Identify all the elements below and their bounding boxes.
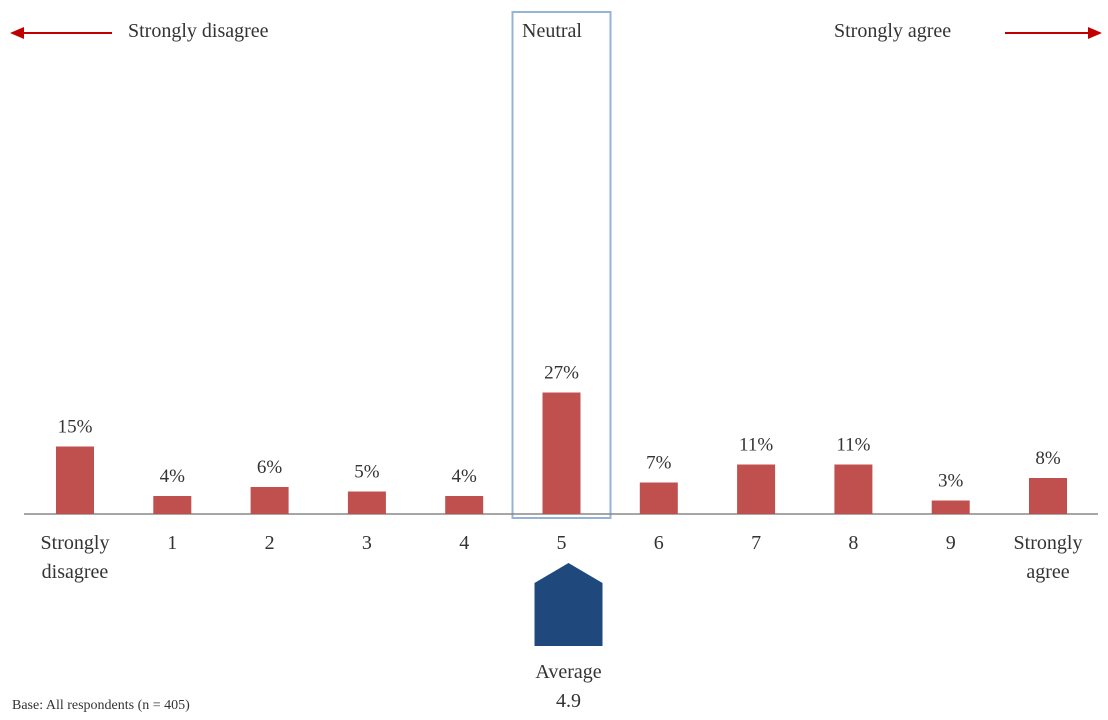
header-center-label: Neutral <box>522 20 582 42</box>
data-label-9: 3% <box>938 471 964 492</box>
x-tick-label-7: 7 <box>751 532 761 554</box>
bar-2 <box>250 487 289 514</box>
x-tick-label-6: 6 <box>654 532 664 554</box>
x-tick-label-3: 3 <box>362 532 372 554</box>
right-arrow-icon <box>1088 27 1102 39</box>
bar-4 <box>445 496 484 514</box>
bar-6 <box>639 482 678 514</box>
x-tick-label-8: 8 <box>848 532 858 554</box>
base-note: Base: All respondents (n = 405) <box>12 698 190 713</box>
x-tick-label-5: 5 <box>557 532 567 554</box>
bar-0 <box>56 446 94 514</box>
bar-1 <box>153 496 192 514</box>
x-tick-label-4: 4 <box>459 532 469 554</box>
bar-8 <box>834 464 873 514</box>
data-label-7: 11% <box>739 435 773 456</box>
x-tick-label-1: 1 <box>167 532 177 554</box>
data-label-0: 15% <box>58 417 93 438</box>
bar-5 <box>542 392 581 514</box>
data-label-1: 4% <box>160 466 186 487</box>
bar-3 <box>347 491 386 514</box>
bar-9 <box>931 500 970 514</box>
average-marker-icon <box>534 563 603 646</box>
data-label-2: 6% <box>257 457 283 478</box>
x-tick-label-10-line-2: agree <box>1026 561 1069 583</box>
data-label-10: 8% <box>1035 448 1061 469</box>
x-tick-label-2: 2 <box>265 532 275 554</box>
x-tick-label-0-line-1: Strongly <box>41 532 110 554</box>
x-tick-label-0-line-2: disagree <box>42 561 109 583</box>
average-label: Average <box>535 661 601 683</box>
header-right-label: Strongly agree <box>834 20 952 42</box>
neutral-highlight-box <box>511 11 612 519</box>
data-label-5: 27% <box>544 363 579 384</box>
data-label-3: 5% <box>354 462 380 483</box>
bar-7 <box>737 464 776 514</box>
data-label-8: 11% <box>836 435 870 456</box>
left-arrow-icon <box>10 27 24 39</box>
average-value: 4.9 <box>556 690 581 712</box>
data-label-6: 7% <box>646 453 672 474</box>
bar-10 <box>1029 478 1067 514</box>
header-left-label: Strongly disagree <box>128 20 269 42</box>
x-tick-label-9: 9 <box>946 532 956 554</box>
x-tick-label-10-line-1: Strongly <box>1014 532 1083 554</box>
data-label-4: 4% <box>452 466 478 487</box>
